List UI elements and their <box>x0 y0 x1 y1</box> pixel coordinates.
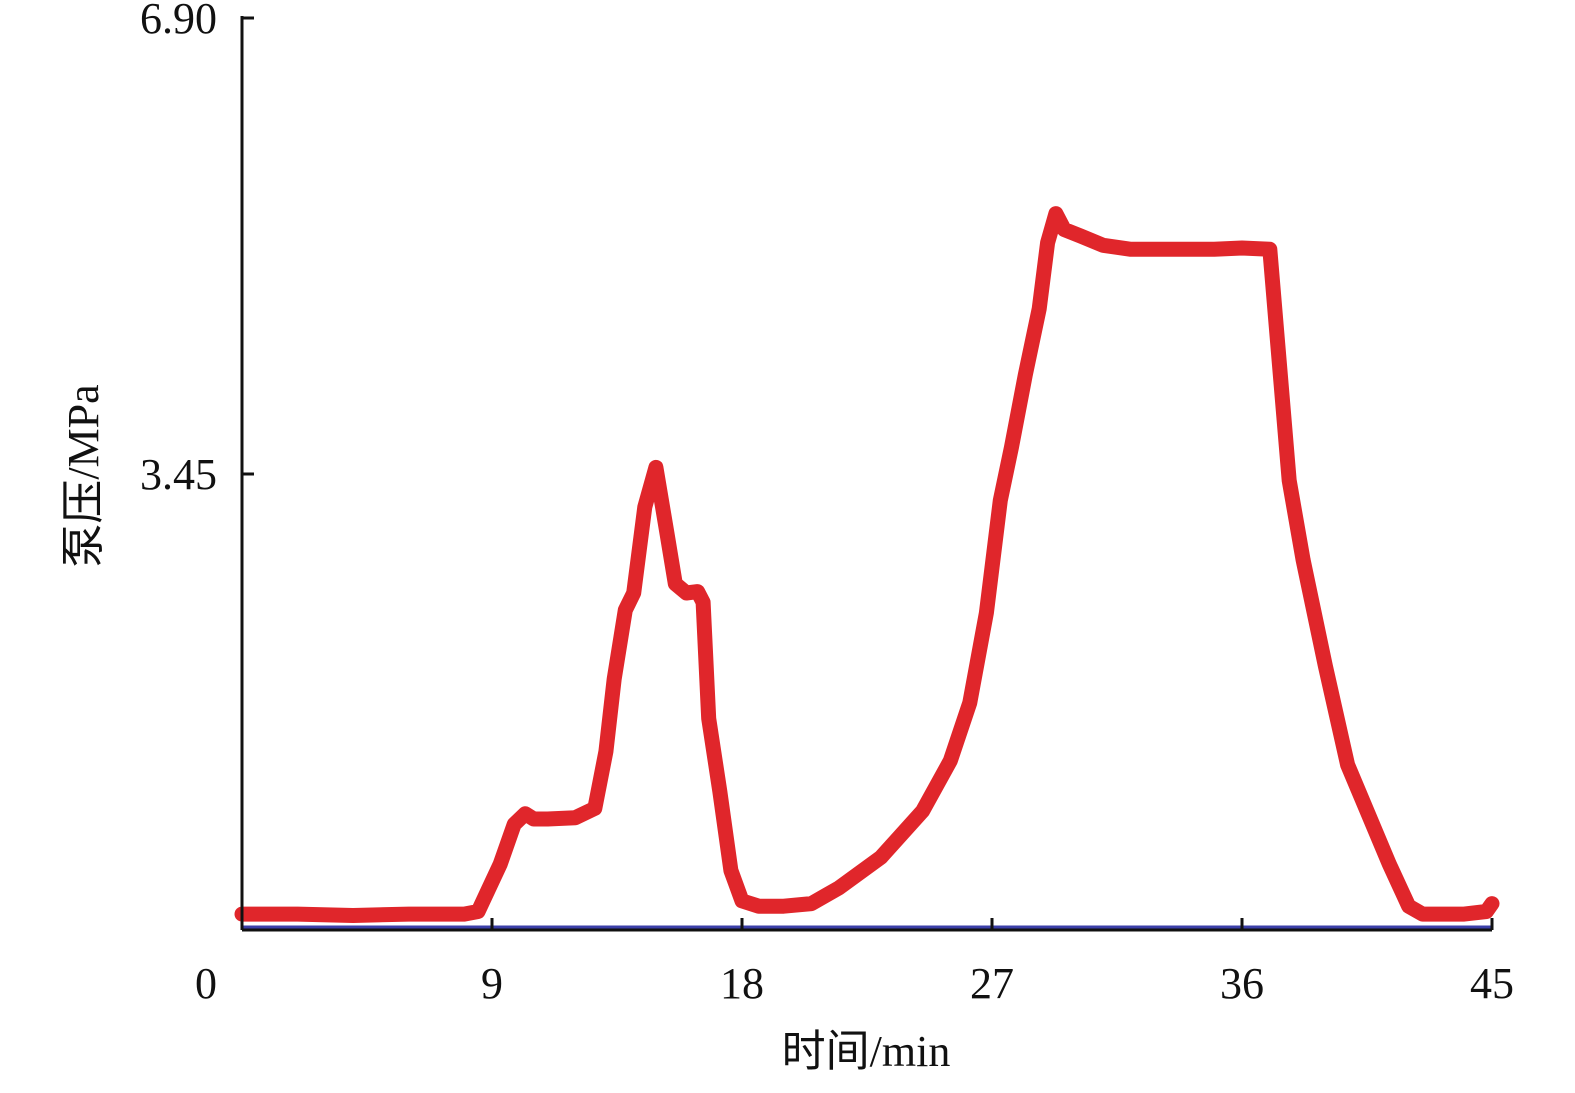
axes-layer <box>240 16 1492 932</box>
series-layer <box>234 206 1500 923</box>
ticks-layer: 0 9 18 27 36 45 3.45 6.90 <box>140 0 1514 1008</box>
y-axis-title: 泵压/MPa <box>59 384 108 567</box>
x-tick-label-4: 36 <box>1220 959 1264 1008</box>
series-line-0 <box>234 206 1500 923</box>
x-axis-title: 时间/min <box>782 1027 951 1076</box>
x-tick-label-5: 45 <box>1470 959 1514 1008</box>
x-tick-label-2: 18 <box>720 959 764 1008</box>
y-tick-label-1: 6.90 <box>140 0 217 43</box>
x-tick-label-1: 9 <box>481 959 503 1008</box>
labels-layer: 时间/min 泵压/MPa <box>59 384 950 1076</box>
y-tick-label-0: 3.45 <box>140 450 217 499</box>
x-tick-label-0: 0 <box>195 959 217 1008</box>
x-tick-label-3: 27 <box>970 959 1014 1008</box>
